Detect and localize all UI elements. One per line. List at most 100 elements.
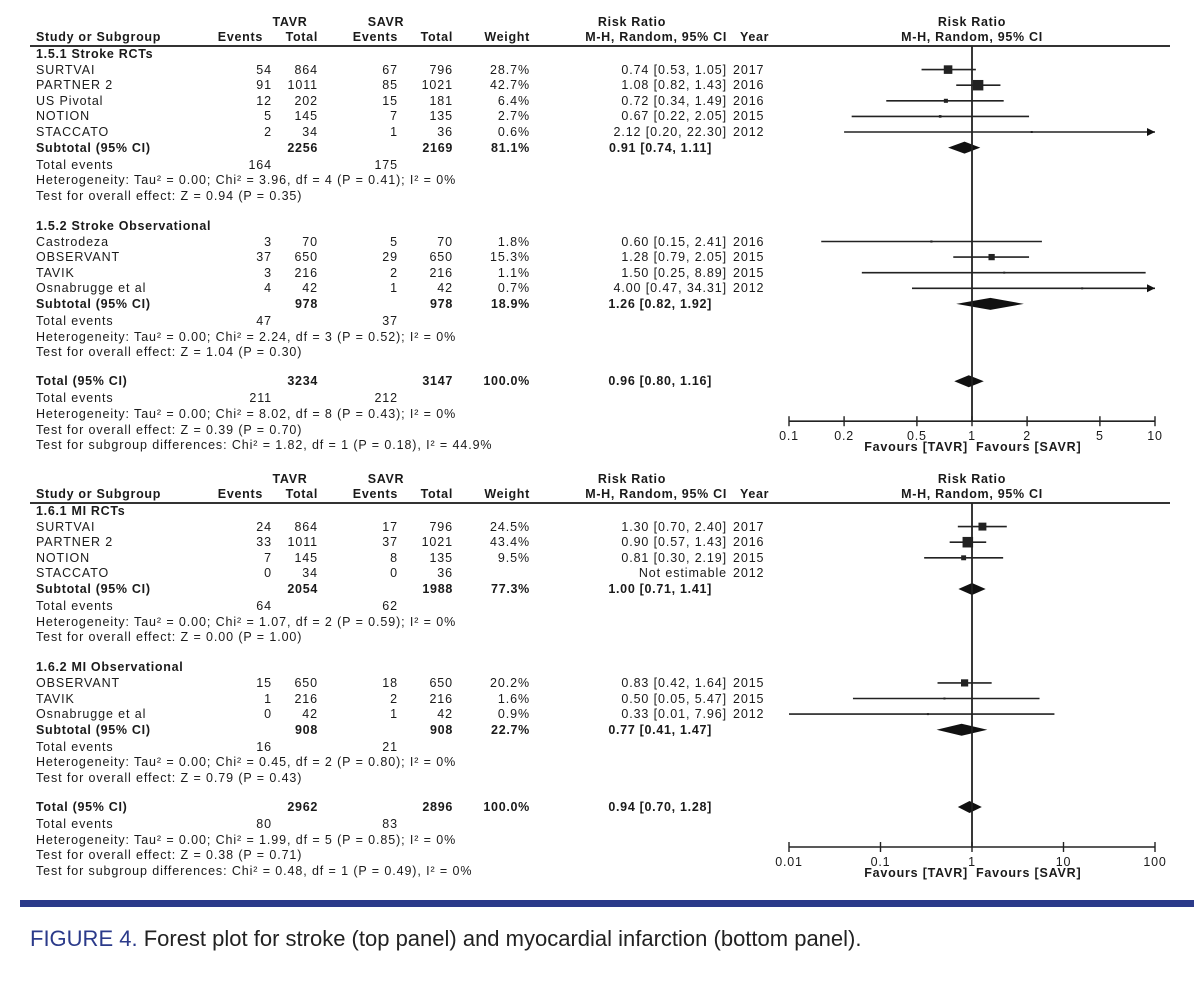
tavr-total: 1011 — [287, 535, 318, 550]
study-weight: 0.7% — [497, 281, 530, 296]
study-risk-ratio: 0.83 [0.42, 1.64] — [621, 675, 727, 690]
ci-arrow — [1147, 284, 1155, 293]
subtotal-label: Subtotal (95% CI) — [36, 296, 151, 311]
x-tick-label: 1 — [968, 429, 976, 443]
tavr-events: 4 — [264, 281, 272, 296]
x-tick-label: 10 — [1147, 429, 1163, 443]
subtotal-label: Subtotal (95% CI) — [36, 722, 151, 737]
tavr-total: 650 — [294, 675, 318, 690]
study-weight: 15.3% — [490, 250, 530, 265]
x-tick-label: 5 — [1096, 429, 1104, 443]
favours-right-label: Favours [SAVR] — [976, 866, 1081, 880]
overall-effect-text: Test for overall effect: Z = 0.38 (P = 0… — [36, 848, 303, 863]
x-tick-label: 0.01 — [775, 855, 803, 869]
savr-events: 67 — [382, 62, 398, 77]
tavr-events: 0 — [264, 707, 272, 722]
heterogeneity-text: Heterogeneity: Tau² = 0.00; Chi² = 0.45,… — [36, 755, 457, 770]
study-year: 2016 — [733, 234, 765, 249]
study-name: PARTNER 2 — [36, 535, 114, 550]
study-column-header: Study or Subgroup — [36, 30, 162, 44]
study-point — [943, 98, 948, 103]
savr-events: 17 — [382, 519, 398, 534]
caption-divider — [20, 900, 1194, 907]
tavr-total: 216 — [294, 691, 318, 706]
favours-left-label: Favours [TAVR] — [864, 866, 968, 880]
total-events-label: Total events — [36, 739, 114, 754]
study-risk-ratio: 0.67 [0.22, 2.05] — [621, 109, 727, 124]
plot-risk-ratio-header: Risk Ratio — [937, 15, 1007, 29]
tavr-events: 54 — [256, 62, 272, 77]
heterogeneity-text: Heterogeneity: Tau² = 0.00; Chi² = 3.96,… — [36, 173, 457, 188]
total-tavr-total: 3234 — [287, 374, 318, 389]
total-events-savr: 175 — [374, 157, 398, 172]
total-events-savr: 83 — [382, 817, 398, 832]
study-weight: 1.1% — [497, 265, 530, 280]
overall-effect-text: Test for overall effect: Z = 0.39 (P = 0… — [36, 422, 303, 437]
subtotal-tavr-total: 2054 — [287, 582, 318, 596]
total-events-savr: 212 — [374, 391, 398, 406]
subtotal-diamond — [948, 141, 981, 154]
subtotal-tavr-total: 2256 — [287, 140, 318, 155]
study-risk-ratio: 0.50 [0.05, 5.47] — [621, 691, 727, 706]
subtotal-weight: 18.9% — [491, 296, 530, 311]
savr-header: SAVR — [367, 15, 405, 29]
total-events-tavr: 164 — [248, 157, 272, 172]
savr-total-header: Total — [420, 30, 453, 44]
plot-rr-method-header: M-H, Random, 95% CI — [901, 30, 1043, 44]
subtotal-savr-total: 2169 — [422, 140, 453, 155]
x-tick-label: 2 — [1023, 429, 1031, 443]
subgroup-title: 1.5.1 Stroke RCTs — [36, 47, 154, 61]
x-tick-label: 100 — [1143, 855, 1166, 869]
savr-events: 18 — [382, 675, 398, 690]
subtotal-label: Subtotal (95% CI) — [36, 140, 151, 155]
total-events-tavr: 47 — [256, 314, 272, 328]
savr-events: 85 — [382, 78, 398, 93]
study-column-header: Study or Subgroup — [36, 487, 162, 501]
total-events-tavr: 16 — [256, 739, 272, 754]
tavr-total: 1011 — [287, 78, 318, 93]
risk-ratio-header: Risk Ratio — [597, 472, 667, 486]
study-risk-ratio: 4.00 [0.47, 34.31] — [613, 281, 727, 296]
study-year: 2015 — [733, 250, 765, 265]
total-rr: 0.96 [0.80, 1.16] — [608, 374, 712, 389]
rr-method-header: M-H, Random, 95% CI — [585, 30, 727, 44]
savr-total: 796 — [429, 62, 453, 77]
savr-events: 7 — [390, 109, 398, 124]
heterogeneity-text: Heterogeneity: Tau² = 0.00; Chi² = 1.99,… — [36, 832, 457, 847]
subtotal-tavr-total: 978 — [295, 296, 318, 311]
x-tick-label: 10 — [1056, 855, 1072, 869]
subtotal-rr: 1.26 [0.82, 1.92] — [608, 296, 712, 311]
study-name: TAVIK — [36, 265, 75, 280]
study-point — [943, 697, 946, 700]
subtotal-tavr-total: 908 — [295, 722, 318, 737]
tavr-total-header: Total — [285, 487, 318, 501]
subtotal-diamond — [958, 583, 986, 595]
header-rule — [30, 45, 1170, 47]
savr-total: 36 — [437, 125, 453, 139]
subtotal-weight: 77.3% — [491, 582, 530, 596]
tavr-events: 24 — [256, 519, 272, 534]
total-diamond — [957, 801, 982, 813]
savr-events: 5 — [390, 234, 398, 249]
study-weight: 0.6% — [497, 125, 530, 139]
tavr-events: 5 — [264, 109, 272, 124]
savr-total: 70 — [437, 234, 453, 249]
subtotal-label: Subtotal (95% CI) — [36, 582, 151, 596]
savr-total: 216 — [429, 265, 453, 280]
study-point — [930, 240, 933, 243]
study-name: STACCATO — [36, 566, 110, 581]
x-tick-label: 0.5 — [907, 429, 927, 443]
study-year: 2012 — [733, 566, 765, 581]
study-year: 2015 — [733, 265, 765, 280]
total-events-label: Total events — [36, 157, 114, 172]
savr-events: 2 — [390, 691, 398, 706]
x-tick-label: 0.1 — [779, 429, 799, 443]
subtotal-weight: 81.1% — [491, 140, 530, 155]
tavr-total: 202 — [294, 93, 318, 108]
study-risk-ratio: 1.50 [0.25, 8.89] — [621, 265, 727, 280]
subgroup-title: 1.5.2 Stroke Observational — [36, 218, 212, 233]
ci-arrow — [1147, 128, 1155, 136]
study-year: 2012 — [733, 281, 765, 296]
subtotal-diamond — [936, 723, 988, 736]
tavr-total: 145 — [294, 109, 318, 124]
